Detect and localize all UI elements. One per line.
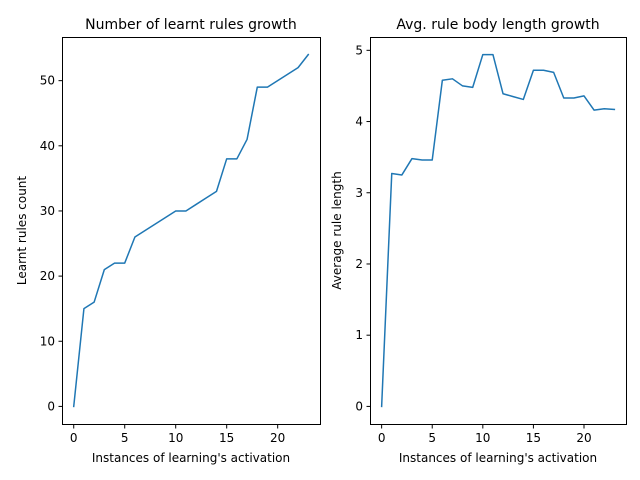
y-tick-label: 30	[40, 204, 55, 218]
y-tick-label: 20	[40, 269, 55, 283]
x-tick-label: 5	[121, 431, 129, 445]
y-tick-label: 0	[355, 399, 363, 413]
y-tick-label: 4	[355, 115, 363, 129]
chart-title: Number of learnt rules growth	[85, 17, 297, 33]
y-tick-label: 3	[355, 186, 363, 200]
plot-frame	[63, 38, 321, 425]
series-line	[74, 55, 309, 407]
x-tick-label: 0	[378, 431, 386, 445]
x-tick-label: 20	[270, 431, 285, 445]
y-tick-label: 40	[40, 139, 55, 153]
y-tick-label: 2	[355, 257, 363, 271]
y-tick-label: 1	[355, 328, 363, 342]
series-line	[382, 55, 615, 407]
x-tick-label: 20	[576, 431, 591, 445]
y-tick-label: 0	[47, 399, 55, 413]
y-tick-label: 50	[40, 74, 55, 88]
plot-frame	[371, 38, 627, 425]
x-axis-label: Instances of learning's activation	[399, 451, 597, 465]
x-tick-label: 0	[70, 431, 78, 445]
y-axis-label: Average rule length	[330, 171, 344, 289]
chart-title: Avg. rule body length growth	[396, 17, 599, 33]
y-tick-label: 5	[355, 43, 363, 57]
x-axis-label: Instances of learning's activation	[92, 451, 290, 465]
x-tick-label: 5	[428, 431, 436, 445]
x-tick-label: 15	[219, 431, 234, 445]
y-tick-label: 10	[40, 334, 55, 348]
x-tick-label: 15	[526, 431, 541, 445]
chart-avg-rule-length: 0 5 10 15 20 0 1 2 3 4 5 Avg. rule body length grow…	[330, 17, 627, 465]
chart-learnt-rules-count: 0 5 10 15 20 0 10 20 30 40 50 Number of learnt rule…	[15, 17, 321, 465]
x-tick-label: 10	[475, 431, 490, 445]
x-tick-label: 10	[168, 431, 183, 445]
y-axis-label: Learnt rules count	[15, 176, 29, 286]
